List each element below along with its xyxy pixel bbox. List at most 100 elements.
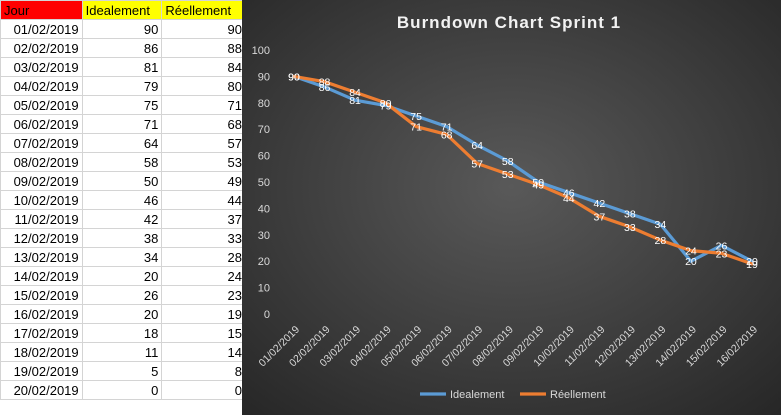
chart-title: Burndown Chart Sprint 1 xyxy=(397,13,621,32)
cell-real[interactable]: 57 xyxy=(161,133,246,153)
data-label-reellement: 49 xyxy=(532,180,544,192)
cell-ideal[interactable]: 86 xyxy=(81,38,163,58)
cell-day[interactable]: 11/02/2019 xyxy=(0,209,83,229)
header-idealement[interactable]: Idealement xyxy=(81,0,163,20)
cell-real[interactable]: 90 xyxy=(161,19,246,39)
table-row: 16/02/2019 20 19 xyxy=(0,304,246,324)
legend[interactable]: Idealement Réellement xyxy=(420,389,606,401)
cell-ideal[interactable]: 11 xyxy=(81,342,163,362)
cell-real[interactable]: 19 xyxy=(161,304,246,324)
cell-real[interactable]: 71 xyxy=(161,95,246,115)
y-tick-label: 20 xyxy=(258,256,270,268)
cell-real[interactable]: 84 xyxy=(161,57,246,77)
cell-ideal[interactable]: 42 xyxy=(81,209,163,229)
cell-ideal[interactable]: 75 xyxy=(81,95,163,115)
data-label-idealement: 34 xyxy=(655,219,667,231)
data-label-idealement: 38 xyxy=(624,209,636,221)
series-line-idealement[interactable] xyxy=(292,74,754,263)
cell-ideal[interactable]: 81 xyxy=(81,57,163,77)
cell-day[interactable]: 20/02/2019 xyxy=(0,380,83,400)
cell-real[interactable]: 88 xyxy=(161,38,246,58)
data-label-reellement: 44 xyxy=(563,193,575,205)
cell-day[interactable]: 19/02/2019 xyxy=(0,361,83,381)
legend-entry-reellement[interactable]: Réellement xyxy=(550,389,606,401)
cell-ideal[interactable]: 46 xyxy=(81,190,163,210)
cell-ideal[interactable]: 90 xyxy=(81,19,163,39)
cell-real[interactable]: 37 xyxy=(161,209,246,229)
cell-day[interactable]: 06/02/2019 xyxy=(0,114,83,134)
cell-real[interactable]: 14 xyxy=(161,342,246,362)
cell-day[interactable]: 03/02/2019 xyxy=(0,57,83,77)
cell-day[interactable]: 16/02/2019 xyxy=(0,304,83,324)
cell-day[interactable]: 07/02/2019 xyxy=(0,133,83,153)
legend-entry-idealement[interactable]: Idealement xyxy=(450,389,504,401)
cell-real[interactable]: 44 xyxy=(161,190,246,210)
header-reellement[interactable]: Réellement xyxy=(161,0,246,20)
cell-day[interactable]: 04/02/2019 xyxy=(0,76,83,96)
table-row: 08/02/2019 58 53 xyxy=(0,152,246,172)
cell-real[interactable]: 53 xyxy=(161,152,246,172)
y-tick-label: 70 xyxy=(258,124,270,136)
data-label-reellement: 68 xyxy=(441,129,453,141)
table-row: 12/02/2019 38 33 xyxy=(0,228,246,248)
series-line-reellement[interactable] xyxy=(292,74,754,266)
cell-real[interactable]: 0 xyxy=(161,380,246,400)
y-tick-label: 90 xyxy=(258,71,270,83)
cell-day[interactable]: 18/02/2019 xyxy=(0,342,83,362)
data-label-reellement: 80 xyxy=(380,98,392,110)
data-label-idealement: 20 xyxy=(685,256,697,268)
cell-ideal[interactable]: 58 xyxy=(81,152,163,172)
cell-real[interactable]: 8 xyxy=(161,361,246,381)
cell-ideal[interactable]: 71 xyxy=(81,114,163,134)
cell-day[interactable]: 09/02/2019 xyxy=(0,171,83,191)
cell-ideal[interactable]: 0 xyxy=(81,380,163,400)
table-row: 06/02/2019 71 68 xyxy=(0,114,246,134)
cell-day[interactable]: 15/02/2019 xyxy=(0,285,83,305)
table-row: 13/02/2019 34 28 xyxy=(0,247,246,267)
cell-ideal[interactable]: 38 xyxy=(81,228,163,248)
cell-real[interactable]: 49 xyxy=(161,171,246,191)
table-row: 09/02/2019 50 49 xyxy=(0,171,246,191)
cell-real[interactable]: 23 xyxy=(161,285,246,305)
cell-day[interactable]: 05/02/2019 xyxy=(0,95,83,115)
table-header-row: Jour Idealement Réellement xyxy=(0,0,246,20)
data-label-idealement: 50 xyxy=(532,177,544,189)
cell-ideal[interactable]: 64 xyxy=(81,133,163,153)
cell-day[interactable]: 12/02/2019 xyxy=(0,228,83,248)
table-row: 20/02/2019 0 0 xyxy=(0,380,246,400)
data-label-reellement: 90 xyxy=(288,71,300,83)
cell-ideal[interactable]: 20 xyxy=(81,304,163,324)
cell-real[interactable]: 28 xyxy=(161,247,246,267)
y-tick-label: 30 xyxy=(258,230,270,242)
cell-real[interactable]: 24 xyxy=(161,266,246,286)
cell-day[interactable]: 10/02/2019 xyxy=(0,190,83,210)
cell-ideal[interactable]: 26 xyxy=(81,285,163,305)
data-label-reellement: 28 xyxy=(655,235,667,247)
cell-real[interactable]: 33 xyxy=(161,228,246,248)
cell-ideal[interactable]: 50 xyxy=(81,171,163,191)
series-lines xyxy=(292,74,754,266)
cell-day[interactable]: 02/02/2019 xyxy=(0,38,83,58)
data-label-reellement: 57 xyxy=(471,159,483,171)
data-label-idealement: 90 xyxy=(288,71,300,83)
cell-day[interactable]: 17/02/2019 xyxy=(0,323,83,343)
cell-ideal[interactable]: 20 xyxy=(81,266,163,286)
cell-day[interactable]: 14/02/2019 xyxy=(0,266,83,286)
data-label-idealement: 20 xyxy=(746,256,758,268)
cell-real[interactable]: 80 xyxy=(161,76,246,96)
header-jour[interactable]: Jour xyxy=(0,0,83,20)
cell-day[interactable]: 01/02/2019 xyxy=(0,19,83,39)
y-tick-label: 10 xyxy=(258,283,270,295)
cell-day[interactable]: 13/02/2019 xyxy=(0,247,83,267)
cell-day[interactable]: 08/02/2019 xyxy=(0,152,83,172)
cell-real[interactable]: 15 xyxy=(161,323,246,343)
cell-ideal[interactable]: 18 xyxy=(81,323,163,343)
chart-canvas[interactable]: Burndown Chart Sprint 1 0 10 20 30 40 50 60 70 8… xyxy=(242,0,781,415)
cell-real[interactable]: 68 xyxy=(161,114,246,134)
cell-ideal[interactable]: 79 xyxy=(81,76,163,96)
cell-ideal[interactable]: 34 xyxy=(81,247,163,267)
cell-ideal[interactable]: 5 xyxy=(81,361,163,381)
burndown-chart[interactable]: Burndown Chart Sprint 1 0 10 20 30 40 50 60 70 8… xyxy=(242,0,781,415)
data-label-reellement: 88 xyxy=(319,77,331,89)
data-label-idealement: 42 xyxy=(593,198,605,210)
